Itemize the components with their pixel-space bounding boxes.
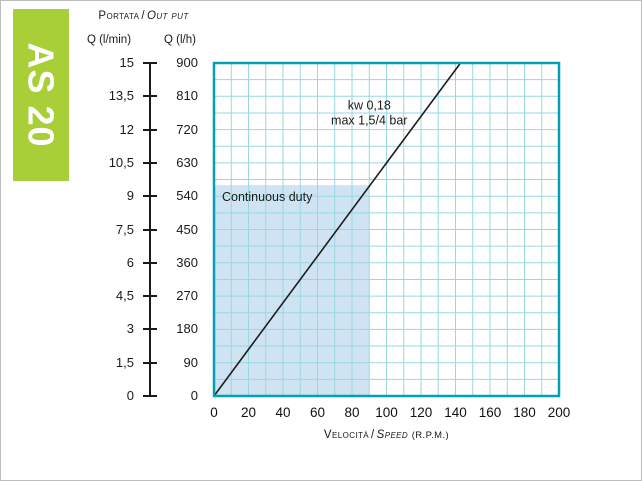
x-tick-label: 80 xyxy=(344,405,359,420)
annotation-line: kw 0,18 xyxy=(348,98,391,112)
y-scale-line xyxy=(149,63,151,396)
y-tick-mark xyxy=(143,228,157,231)
y-tick-lh: 0 xyxy=(190,388,198,403)
y-tick-lmin: 0 xyxy=(126,388,134,403)
y-tick-lh: 360 xyxy=(176,254,198,270)
y-tick-lh: 720 xyxy=(176,121,198,137)
x-label-main: Velocità xyxy=(323,429,370,441)
y-tick-lh: 270 xyxy=(176,288,198,304)
y-tick-lh: 90 xyxy=(183,354,198,370)
x-tick-label: 0 xyxy=(210,405,218,420)
y-tick-mark xyxy=(143,128,157,131)
y-tick-lmin: 1,5 xyxy=(115,354,134,370)
model-banner: AS 20 xyxy=(13,9,69,181)
y-tick-lmin: 9 xyxy=(126,188,134,204)
region-label: Continuous duty xyxy=(222,190,313,204)
x-tick-label: 120 xyxy=(410,405,433,420)
y-tick-lh: 450 xyxy=(176,221,198,237)
y-tick-mark xyxy=(143,62,157,64)
y-tick-lh: 810 xyxy=(176,88,198,104)
annotation-line: max 1,5/4 bar xyxy=(331,113,407,127)
y-tick-lmin: 3 xyxy=(126,321,134,337)
y-tick-lmin: 12 xyxy=(119,121,134,137)
series-flow-vs-speed xyxy=(213,62,462,397)
x-tick-label: 20 xyxy=(241,405,256,420)
output-title-italic: Out put xyxy=(147,10,189,22)
x-tick-label: 100 xyxy=(375,405,398,420)
y-tick-mark xyxy=(143,295,157,298)
y-tick-lmin: 4,5 xyxy=(115,288,134,304)
y-tick-lmin: 13,5 xyxy=(108,88,134,104)
y-tick-mark xyxy=(143,328,157,331)
model-name: AS 20 xyxy=(21,42,62,148)
x-tick-label: 140 xyxy=(444,405,467,420)
x-tick-label: 160 xyxy=(479,405,502,420)
y-tick-lmin: 6 xyxy=(126,254,134,270)
y-tick-mark xyxy=(143,361,157,364)
x-axis-label: Velocità / Speed (R.P.M.) xyxy=(214,429,559,441)
y-tick-lh: 630 xyxy=(176,154,198,170)
output-title-main: Portata xyxy=(98,10,140,22)
y-tick-mark xyxy=(143,195,157,198)
x-tick-label: 60 xyxy=(310,405,325,420)
plot-border xyxy=(212,61,561,398)
y-tick-mark xyxy=(143,161,157,164)
y-tick-lh: 540 xyxy=(176,188,198,204)
y-tick-lh: 180 xyxy=(176,321,198,337)
x-label-italic: Speed xyxy=(376,429,409,441)
output-axis-title: Portata / Out put xyxy=(81,10,206,22)
x-tick-label: 180 xyxy=(513,405,536,420)
col-header-lmin: Q (l/min) xyxy=(86,34,132,46)
output-title-sep: / xyxy=(141,10,145,22)
x-tick-label: 200 xyxy=(548,405,571,420)
y-tick-mark xyxy=(143,395,157,397)
x-tick-label: 40 xyxy=(275,405,290,420)
col-header-lh: Q (l/h) xyxy=(164,34,196,46)
y-tick-lh: 900 xyxy=(176,55,198,70)
y-tick-lmin: 7,5 xyxy=(115,221,134,237)
x-label-unit: (R.P.M.) xyxy=(411,430,450,441)
y-tick-mark xyxy=(143,95,157,98)
y-tick-lmin: 10,5 xyxy=(108,154,134,170)
y-tick-mark xyxy=(143,261,157,264)
x-label-sep: / xyxy=(371,429,375,441)
y-tick-lmin: 15 xyxy=(119,55,134,70)
